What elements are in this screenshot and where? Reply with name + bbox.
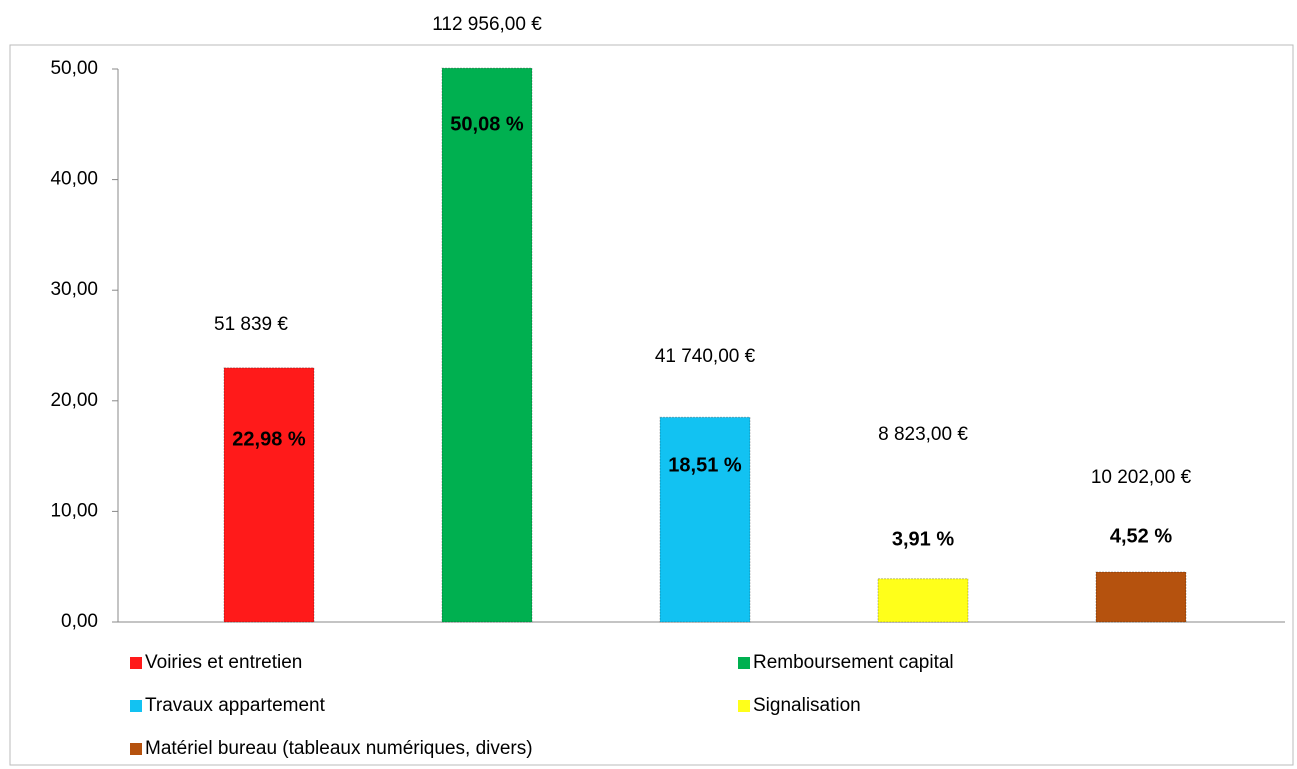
- legend-label: Travaux appartement: [145, 695, 326, 716]
- legend-label: Voiries et entretien: [145, 652, 302, 673]
- y-tick-label: 30,00: [50, 279, 98, 300]
- amount-label: 41 740,00 €: [655, 346, 756, 367]
- value-label: 18,51 %: [668, 454, 742, 476]
- value-label: 4,52 %: [1110, 525, 1172, 547]
- amount-label: 8 823,00 €: [878, 424, 968, 445]
- y-tick-label: 50,00: [50, 58, 98, 79]
- bar: [659, 416, 751, 623]
- legend-swatch: [130, 700, 142, 712]
- bar: [441, 67, 533, 623]
- legend-swatch: [738, 657, 750, 669]
- legend-swatch: [130, 743, 142, 755]
- legend-label: Remboursement capital: [753, 652, 954, 673]
- value-label: 3,91 %: [892, 528, 954, 550]
- amount-label: 112 956,00 €: [432, 14, 542, 35]
- legend-swatch: [130, 657, 142, 669]
- amount-label: 10 202,00 €: [1091, 467, 1192, 488]
- value-label: 50,08 %: [450, 113, 524, 135]
- value-label: 22,98 %: [232, 428, 306, 450]
- y-tick-label: 20,00: [50, 390, 98, 411]
- bar: [877, 578, 969, 623]
- y-tick-label: 10,00: [50, 500, 98, 521]
- bar: [1095, 571, 1187, 623]
- chart-frame: [9, 44, 1294, 766]
- legend-label: Matériel bureau (tableaux numériques, di…: [145, 738, 533, 759]
- amount-label: 51 839 €: [214, 314, 288, 335]
- legend-label: Signalisation: [753, 695, 861, 716]
- y-tick-label: 40,00: [50, 169, 98, 190]
- y-tick-label: 0,00: [61, 611, 98, 632]
- bar: [223, 367, 315, 623]
- legend-swatch: [738, 700, 750, 712]
